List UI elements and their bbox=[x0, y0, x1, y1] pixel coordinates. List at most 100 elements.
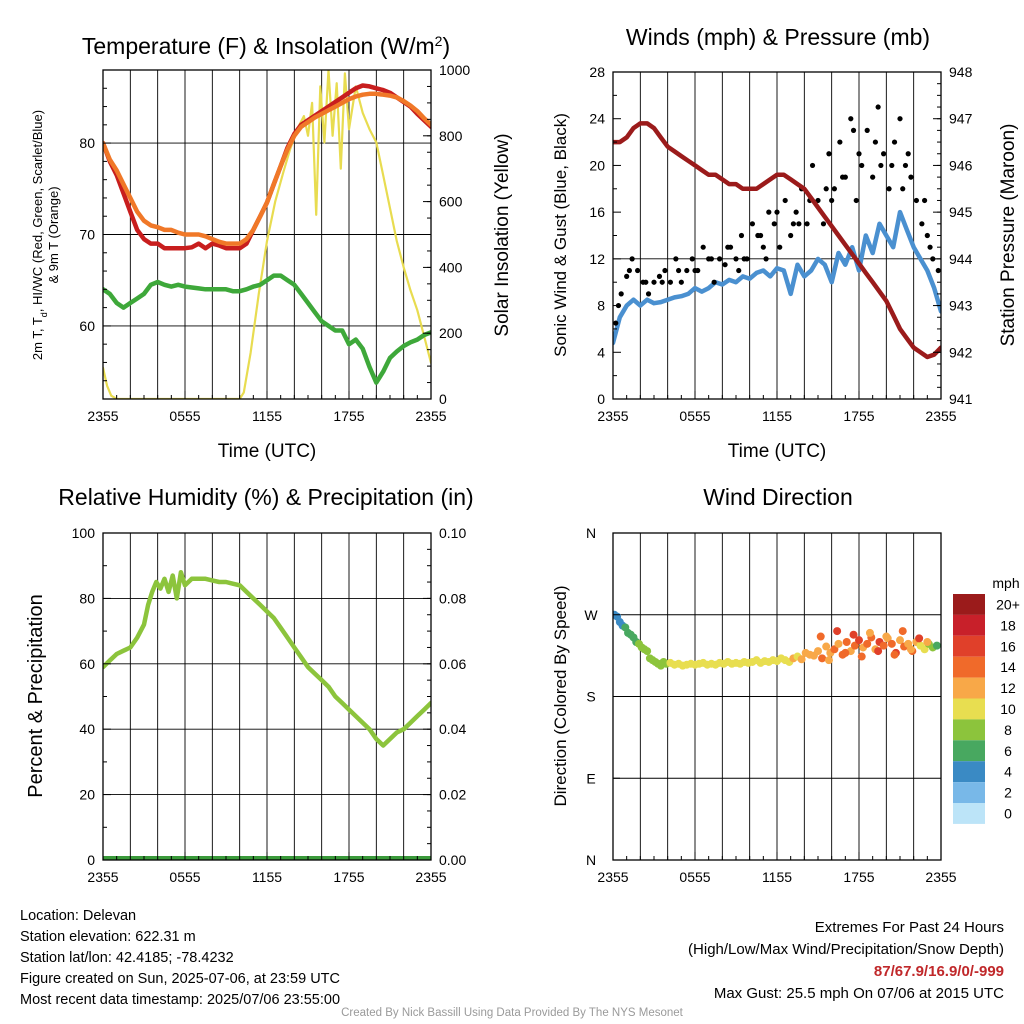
direction-point bbox=[898, 627, 907, 636]
x-tick-label: 1155 bbox=[762, 408, 792, 424]
gust-point bbox=[886, 186, 892, 192]
legend-label: 0 bbox=[1004, 805, 1012, 821]
gust-point bbox=[872, 139, 879, 145]
direction-point bbox=[841, 648, 850, 657]
station-info: Location: Delevan Station elevation: 622… bbox=[20, 906, 340, 1011]
gust-point bbox=[913, 197, 920, 204]
gust-point bbox=[804, 221, 810, 227]
legend-swatch bbox=[953, 698, 985, 720]
y2-tick-label: 941 bbox=[949, 391, 973, 407]
direction-point bbox=[824, 656, 833, 665]
legend-label: 2 bbox=[1004, 785, 1012, 801]
legend-swatch bbox=[953, 782, 985, 803]
gust-point bbox=[667, 279, 674, 285]
legend-swatch bbox=[953, 594, 985, 615]
gust-point bbox=[919, 221, 925, 227]
gust-point bbox=[853, 197, 859, 204]
direction-point bbox=[896, 636, 904, 645]
gust-point bbox=[629, 256, 635, 262]
legend-swatch bbox=[953, 656, 985, 678]
x-tick-label: 2355 bbox=[597, 869, 628, 885]
y-tick-label: 20 bbox=[589, 157, 605, 173]
direction-point bbox=[890, 650, 899, 659]
gust-point bbox=[624, 273, 630, 279]
extremes-title: Extremes For Past 24 Hours bbox=[814, 919, 1004, 936]
chart-temp: 2355 0555 1155 1755 235560708002004006008001… bbox=[30, 33, 513, 462]
gust-point bbox=[891, 139, 898, 145]
gust-point bbox=[626, 267, 633, 274]
gust-point bbox=[684, 267, 690, 274]
series-line-rh-0 bbox=[103, 569, 431, 748]
direction-point bbox=[887, 639, 896, 648]
gust-point bbox=[651, 279, 657, 285]
max-gust-text: Max Gust: 25.5 mph On 07/06 at 2015 UTC bbox=[713, 985, 1004, 1002]
credit-text: Created By Nick Bassill Using Data Provi… bbox=[341, 1007, 683, 1019]
gust-point bbox=[662, 267, 668, 274]
gust-point bbox=[924, 232, 930, 239]
y2-tick-label: 942 bbox=[949, 344, 973, 360]
y-tick-label: E bbox=[586, 770, 595, 786]
plot-area-temp bbox=[103, 70, 431, 399]
legend-swatch bbox=[953, 635, 985, 657]
y-tick-label: S bbox=[586, 689, 595, 705]
legend-label: 8 bbox=[1004, 722, 1012, 738]
y2-tick-label: 946 bbox=[949, 157, 973, 173]
legend-label: 4 bbox=[1004, 764, 1012, 780]
chart-winds: 2355 0555 1155 1755 235504812162024289419429… bbox=[551, 24, 1019, 462]
direction-point bbox=[842, 638, 851, 646]
chart-title: Relative Humidity (%) & Precipitation (i… bbox=[58, 484, 473, 510]
y-tick-label: 12 bbox=[589, 251, 605, 267]
y-tick-label: 100 bbox=[72, 525, 96, 541]
gust-point bbox=[763, 256, 769, 262]
direction-point bbox=[797, 655, 806, 664]
gust-point bbox=[790, 221, 797, 227]
direction-point bbox=[830, 645, 839, 654]
direction-point bbox=[920, 645, 929, 654]
y2-tick-label: 944 bbox=[949, 251, 973, 267]
gust-point bbox=[815, 197, 821, 204]
direction-point bbox=[855, 636, 863, 645]
y2-tick-label: 943 bbox=[949, 298, 973, 314]
x-tick-label: 0555 bbox=[679, 869, 710, 885]
y-tick-label: 24 bbox=[589, 111, 605, 127]
elevation-text: Station elevation: 622.31 m bbox=[20, 929, 196, 945]
direction-point bbox=[932, 641, 941, 650]
direction-point bbox=[865, 628, 874, 637]
direction-point bbox=[816, 632, 825, 641]
direction-point bbox=[879, 641, 888, 650]
gust-point bbox=[897, 116, 903, 122]
x-tick-label: 1755 bbox=[843, 408, 874, 424]
y2-tick-label: 948 bbox=[949, 64, 973, 80]
direction-point bbox=[818, 654, 827, 663]
x-tick-label: 2355 bbox=[87, 869, 118, 885]
gust-point bbox=[902, 162, 909, 169]
legend-label: 18 bbox=[1000, 617, 1016, 633]
gust-point bbox=[689, 256, 695, 262]
y-tick-label: 80 bbox=[79, 135, 95, 151]
y-axis-label: Direction (Colored By Speed) bbox=[551, 585, 570, 806]
gust-point bbox=[930, 256, 936, 262]
gust-point bbox=[659, 279, 665, 285]
extremes-values: 87/67.9/16.9/0/-999 bbox=[873, 963, 1004, 980]
direction-point bbox=[822, 642, 831, 651]
y-tick-label: W bbox=[584, 607, 598, 623]
created-text: Figure created on Sun, 2025-07-06, at 23… bbox=[20, 971, 340, 987]
series-line-temp-2 bbox=[103, 91, 431, 246]
gust-point bbox=[788, 232, 794, 239]
gust-point bbox=[826, 151, 832, 157]
y2-tick-label: 1000 bbox=[439, 62, 470, 78]
y2-tick-label: 400 bbox=[439, 259, 463, 275]
direction-point bbox=[906, 645, 915, 654]
direction-point bbox=[834, 639, 843, 648]
gust-point bbox=[618, 291, 624, 297]
x-tick-label: 2355 bbox=[87, 408, 118, 424]
gust-point bbox=[692, 267, 698, 274]
legend-swatch bbox=[953, 740, 985, 762]
gust-point bbox=[905, 151, 911, 157]
x-tick-label: 1155 bbox=[252, 869, 282, 885]
y-axis-label: 2m T, Td, HI/WC (Red, Green, Scarlet/Blu… bbox=[30, 110, 49, 360]
x-tick-label: 1155 bbox=[762, 869, 792, 885]
gust-point bbox=[717, 256, 723, 262]
gust-point bbox=[738, 232, 745, 239]
